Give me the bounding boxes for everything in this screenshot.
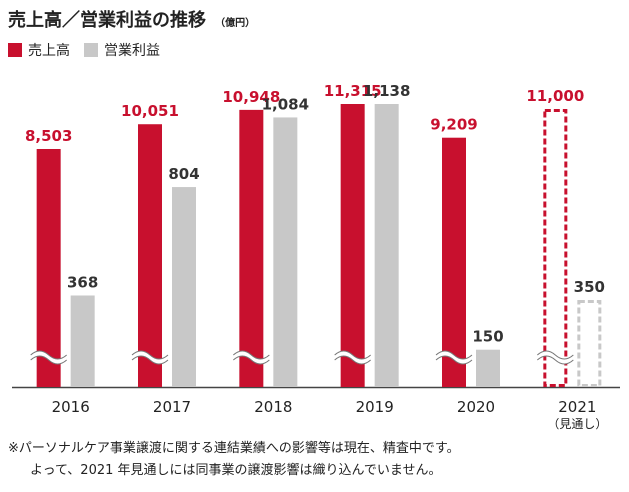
label-profit-2016: 368 <box>67 273 98 291</box>
legend-label-sales: 売上高 <box>28 43 70 59</box>
unit-label: （億円） <box>215 18 256 29</box>
axis-break-2018 <box>233 351 270 364</box>
axis-break-2021-top <box>537 350 574 360</box>
axis-break-2016-bottom <box>30 355 67 365</box>
bar-sales-2020 <box>442 137 466 387</box>
axis-break-2017 <box>132 351 168 364</box>
tick-label-2021: 2021 <box>558 398 596 416</box>
axis-break-2016 <box>30 351 67 364</box>
label-sales-2020: 9,209 <box>430 116 477 134</box>
chart-title: 売上高／営業利益の推移 <box>8 10 206 31</box>
bar-profit-2017 <box>172 187 196 387</box>
label-profit-2021: 350 <box>574 278 605 296</box>
chart-title-row: 売上高／営業利益の推移 （億円） <box>8 6 255 32</box>
legend-swatch-profit <box>84 43 98 57</box>
tick-label-2017: 2017 <box>153 398 191 416</box>
axis-break-2021 <box>537 351 574 364</box>
label-profit-2020: 150 <box>472 328 503 346</box>
tick-label-2018: 2018 <box>254 398 292 416</box>
axis-break-2016-top <box>30 350 67 360</box>
label-profit-2019: 1,138 <box>363 82 410 100</box>
bar-sales-forecast <box>543 109 568 387</box>
bar-profit-2018 <box>273 117 298 387</box>
footnote: ※パーソナルケア事業譲渡に関する連結業績への影響等は現在、精査中です。 よって、… <box>8 438 460 482</box>
footnote-line-2: よって、2021 年見通しには同事業の譲渡影響は織り込んでいません。 <box>30 463 442 478</box>
bar-profit-2016 <box>70 295 95 387</box>
label-profit-2017: 804 <box>168 165 199 183</box>
footnote-line-1: ※パーソナルケア事業譲渡に関する連結業績への影響等は現在、精査中です。 <box>8 441 460 456</box>
axis-break-2021-bottom <box>537 355 574 365</box>
bar-sales-2016 <box>36 149 61 387</box>
legend: 売上高 営業利益 <box>8 40 174 60</box>
axis-break-2019-top <box>334 350 371 360</box>
tick-label-2016: 2016 <box>52 398 90 416</box>
axis-break-2019 <box>334 351 371 364</box>
axis-break-2018-bottom <box>233 355 270 365</box>
legend-swatch-sales <box>8 43 22 57</box>
bar-sales-2017 <box>138 124 162 387</box>
axis-break-2019-bottom <box>334 355 371 365</box>
label-sales-2016: 8,503 <box>25 127 72 145</box>
axis-break-2017-top <box>131 350 169 360</box>
legend-label-profit: 営業利益 <box>104 43 160 59</box>
bar-profit-2020 <box>476 349 500 387</box>
label-sales-2019: 11,315 <box>324 82 382 100</box>
label-profit-2018: 1,084 <box>262 95 309 113</box>
tick-sublabel-2021: （見通し） <box>547 417 607 430</box>
axis-break-2018-top <box>233 350 270 360</box>
legend-item-profit: 営業利益 <box>84 40 160 60</box>
axis-break-2020-top <box>435 350 473 360</box>
label-sales-2021: 11,000 <box>526 87 584 105</box>
tick-label-2019: 2019 <box>356 398 394 416</box>
tick-label-2020: 2020 <box>457 398 495 416</box>
label-sales-2018: 10,948 <box>222 88 280 106</box>
axis-break-2020 <box>436 351 472 364</box>
bar-profit-forecast <box>577 299 602 387</box>
axis-break-2020-bottom <box>435 355 473 365</box>
axis-break-2017-bottom <box>131 355 169 365</box>
legend-item-sales: 売上高 <box>8 40 70 60</box>
bar-sales-2019 <box>340 104 365 387</box>
bar-sales-2018 <box>239 109 264 387</box>
bar-profit-2019 <box>374 104 399 387</box>
label-sales-2017: 10,051 <box>121 102 179 120</box>
